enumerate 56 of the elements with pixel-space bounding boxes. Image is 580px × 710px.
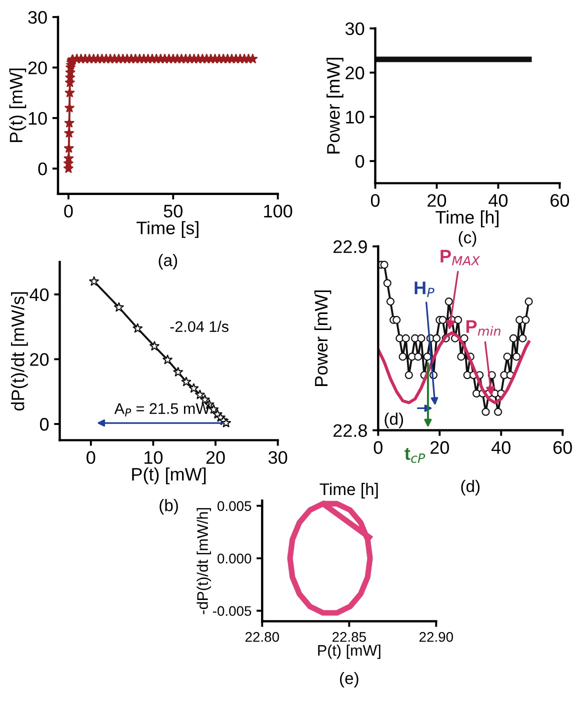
- x-tick-label: 0: [370, 194, 380, 207]
- x-tick-label: 22.80: [245, 632, 279, 642]
- annotation: H$_{P}$: [414, 282, 434, 298]
- text: (e): [340, 672, 358, 688]
- annotation: (c): [458, 231, 476, 247]
- x-tick-label: 40: [488, 194, 508, 207]
- y-tick-label: -0.005: [212, 606, 252, 616]
- y-tick-label: 40: [30, 288, 49, 302]
- y-tick-label: 30: [345, 22, 364, 36]
- x-tick-label: 10: [144, 451, 163, 464]
- y-tick-label: 10: [28, 112, 47, 125]
- y-axis-title: -dP(t)/dt [mW/h]: [196, 508, 211, 614]
- annotation: P$_{min}$: [466, 320, 500, 336]
- chart-title: Time [h]: [320, 482, 378, 498]
- annotation: (a): [158, 254, 178, 270]
- x-tick-label: 100: [264, 204, 292, 218]
- y-tick-label: 0: [356, 155, 364, 168]
- y-axis-title: Power [mW]: [326, 58, 344, 154]
- y-tick-label: 30: [28, 10, 47, 24]
- text: (b): [160, 499, 178, 515]
- annotation: A$_{P}$ = 21.5 mW: [114, 403, 210, 416]
- x-tick-label: 22.90: [419, 632, 453, 642]
- y-tick-label: 20: [30, 353, 49, 366]
- annotation: -2.04 1/s: [170, 320, 228, 332]
- y-tick-label: 20: [28, 61, 47, 74]
- x-tick-label: 20: [430, 441, 449, 454]
- y-tick-label: 0: [40, 418, 49, 431]
- x-tick-label: 20: [206, 451, 225, 464]
- x-tick-label: 0: [64, 204, 73, 218]
- x-tick-label: 0: [374, 441, 382, 454]
- y-axis-title: dP(t)/dt [mW/s]: [11, 292, 28, 411]
- x-tick-label: 30: [268, 451, 288, 464]
- y-axis-title: Power [mW]: [314, 290, 332, 386]
- x-tick-label: 60: [550, 194, 570, 207]
- y-tick-label: 10: [346, 110, 364, 124]
- x-axis-title: Time [h]: [436, 210, 498, 228]
- x-tick-label: 50: [164, 204, 182, 218]
- x-axis-title: P(t) [mW]: [132, 467, 206, 484]
- y-tick-label: 0.000: [218, 554, 252, 564]
- x-axis-title: P(t) [mW]: [318, 644, 380, 659]
- y-tick-label: 22.8: [334, 424, 367, 437]
- x-tick-label: 40: [491, 441, 510, 454]
- y-tick-label: 22.9: [334, 240, 367, 254]
- x-tick-label: 60: [553, 441, 572, 454]
- x-tick-label: 0: [86, 451, 96, 464]
- y-axis-title: P(t) [mW]: [9, 68, 26, 142]
- annotation: (d): [384, 412, 404, 428]
- x-tick-label: 20: [428, 194, 446, 207]
- text: t$_{cP}$: [404, 448, 426, 463]
- x-tick-label: 22.85: [332, 632, 366, 642]
- y-tick-label: 20: [346, 66, 364, 80]
- y-tick-label: 0: [38, 162, 47, 176]
- y-tick-label: 0.005: [218, 501, 252, 511]
- text: (d): [461, 480, 480, 496]
- x-axis-title: Time [s]: [136, 221, 198, 238]
- annotation: P$_{MAX}$: [440, 250, 480, 266]
